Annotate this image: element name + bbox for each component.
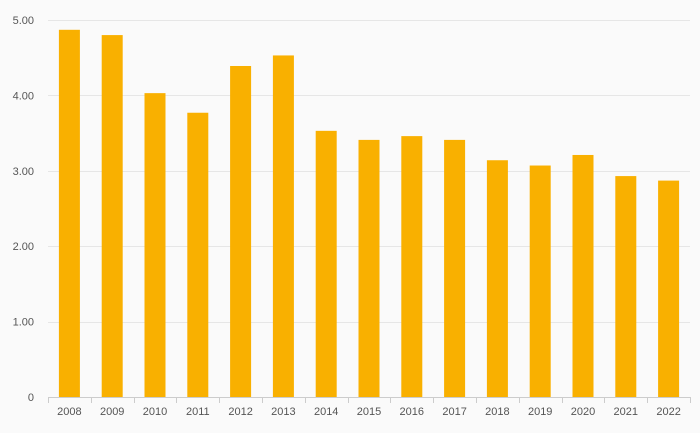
bar-2018 <box>486 160 508 397</box>
bar-2017 <box>444 139 466 397</box>
bar-2009 <box>101 35 123 397</box>
x-tick-label: 2022 <box>656 406 680 418</box>
bar-2012 <box>230 65 252 398</box>
bar-2014 <box>315 130 337 397</box>
x-tick-label: 2017 <box>442 406 466 418</box>
x-tick-label: 2015 <box>357 406 381 418</box>
bar-2015 <box>358 139 380 397</box>
y-axis-labels: 0 1.00 2.00 3.00 4.00 5.00 <box>13 15 34 404</box>
y-tick-label: 2.00 <box>13 241 34 253</box>
bar-2016 <box>401 136 423 397</box>
x-tick-label: 2014 <box>314 406 338 418</box>
bar-2013 <box>272 55 294 397</box>
bar-2011 <box>187 112 209 398</box>
x-tick-label: 2013 <box>271 406 295 418</box>
x-tick-label: 2020 <box>571 406 595 418</box>
x-tick-label: 2010 <box>143 406 167 418</box>
bar-2021 <box>615 176 637 397</box>
x-tick-label: 2012 <box>228 406 252 418</box>
x-tick-label: 2018 <box>485 406 509 418</box>
y-tick-label: 0 <box>28 392 34 404</box>
x-axis-labels: 2008 2009 2010 2011 2012 2013 2014 2015 2016 2017… <box>57 406 681 418</box>
x-tick-label: 2021 <box>614 406 638 418</box>
y-tick-label: 3.00 <box>13 166 34 178</box>
y-tick-label: 5.00 <box>13 15 34 27</box>
bar-2019 <box>529 165 551 397</box>
bar-2008 <box>58 29 80 398</box>
y-tick-label: 4.00 <box>13 90 34 102</box>
x-tick-label: 2009 <box>100 406 124 418</box>
x-tick-label: 2016 <box>400 406 424 418</box>
bar-2022 <box>658 180 680 397</box>
x-tick-label: 2019 <box>528 406 552 418</box>
x-tick-label: 2008 <box>57 406 81 418</box>
y-tick-label: 1.00 <box>13 317 34 329</box>
x-axis <box>48 397 691 403</box>
bar-2020 <box>572 154 594 397</box>
bars <box>58 29 680 398</box>
bar-2010 <box>144 93 166 397</box>
x-tick-label: 2011 <box>186 406 210 418</box>
